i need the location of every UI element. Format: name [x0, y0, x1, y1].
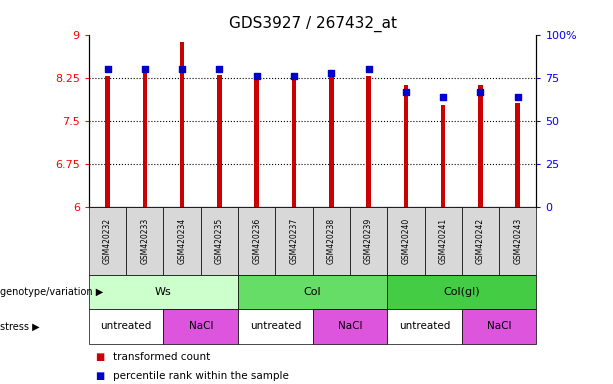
Text: Col(gl): Col(gl)	[443, 287, 480, 297]
Bar	[217, 75, 222, 207]
Point	[513, 94, 523, 100]
Bar	[329, 76, 333, 207]
Bar	[143, 73, 147, 207]
Text: untreated: untreated	[101, 321, 152, 331]
Text: stress ▶: stress ▶	[0, 321, 40, 331]
Bar	[105, 76, 110, 207]
Point	[252, 73, 262, 79]
Text: untreated: untreated	[249, 321, 301, 331]
Text: GSM420239: GSM420239	[364, 218, 373, 264]
Text: NaCl: NaCl	[189, 321, 213, 331]
Text: GSM420233: GSM420233	[140, 218, 150, 264]
Text: ■: ■	[95, 371, 104, 381]
Text: GSM420236: GSM420236	[252, 218, 261, 264]
Text: genotype/variation ▶: genotype/variation ▶	[0, 287, 103, 297]
Text: GSM420243: GSM420243	[513, 218, 522, 264]
Bar	[254, 76, 259, 207]
Text: untreated: untreated	[399, 321, 450, 331]
Point	[438, 94, 448, 100]
Bar	[403, 85, 408, 207]
Bar	[180, 42, 185, 207]
Title: GDS3927 / 267432_at: GDS3927 / 267432_at	[229, 16, 397, 32]
Text: transformed count: transformed count	[113, 352, 211, 362]
Bar	[516, 103, 520, 207]
Text: GSM420242: GSM420242	[476, 218, 485, 264]
Point	[326, 70, 336, 76]
Point	[401, 89, 411, 95]
Text: GSM420232: GSM420232	[103, 218, 112, 264]
Point	[215, 66, 224, 72]
Text: GSM420237: GSM420237	[289, 218, 299, 264]
Text: GSM420235: GSM420235	[215, 218, 224, 264]
Text: GSM420234: GSM420234	[178, 218, 186, 264]
Bar	[478, 85, 482, 207]
Point	[140, 66, 150, 72]
Text: percentile rank within the sample: percentile rank within the sample	[113, 371, 289, 381]
Text: Ws: Ws	[155, 287, 172, 297]
Text: GSM420238: GSM420238	[327, 218, 336, 264]
Point	[364, 66, 373, 72]
Text: ■: ■	[95, 352, 104, 362]
Text: NaCl: NaCl	[338, 321, 362, 331]
Point	[476, 89, 485, 95]
Point	[102, 66, 112, 72]
Point	[289, 73, 299, 79]
Bar	[367, 76, 371, 207]
Text: NaCl: NaCl	[487, 321, 511, 331]
Bar	[441, 105, 446, 207]
Text: GSM420240: GSM420240	[402, 218, 410, 264]
Point	[177, 66, 187, 72]
Text: Col: Col	[304, 287, 321, 297]
Text: GSM420241: GSM420241	[439, 218, 447, 264]
Bar	[292, 76, 296, 207]
